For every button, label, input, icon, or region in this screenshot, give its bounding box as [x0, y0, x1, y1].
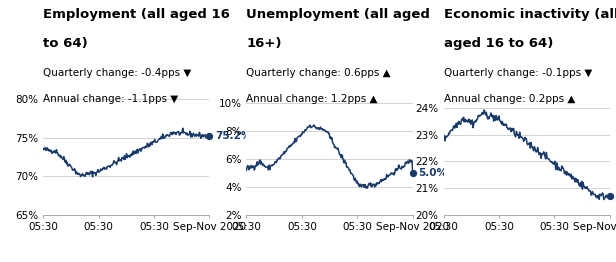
Text: Quarterly change: -0.1pps ▼: Quarterly change: -0.1pps ▼ [444, 68, 592, 78]
Text: Quarterly change: 0.6pps ▲: Quarterly change: 0.6pps ▲ [246, 68, 391, 78]
Text: 75.2%: 75.2% [215, 131, 251, 141]
Point [205, 134, 214, 138]
Text: Employment (all aged 16: Employment (all aged 16 [43, 8, 230, 21]
Text: 5.0%: 5.0% [418, 168, 447, 178]
Text: 16+): 16+) [246, 37, 282, 50]
Text: Annual change: 1.2pps ▲: Annual change: 1.2pps ▲ [246, 94, 378, 104]
Text: to 64): to 64) [43, 37, 88, 50]
Text: aged 16 to 64): aged 16 to 64) [444, 37, 553, 50]
Text: Annual change: 0.2pps ▲: Annual change: 0.2pps ▲ [444, 94, 575, 104]
Point [408, 171, 418, 175]
Text: Economic inactivity (all: Economic inactivity (all [444, 8, 616, 21]
Text: Unemployment (all aged: Unemployment (all aged [246, 8, 430, 21]
Text: Quarterly change: -0.4pps ▼: Quarterly change: -0.4pps ▼ [43, 68, 192, 78]
Text: Annual change: -1.1pps ▼: Annual change: -1.1pps ▼ [43, 94, 179, 104]
Point [605, 194, 615, 198]
